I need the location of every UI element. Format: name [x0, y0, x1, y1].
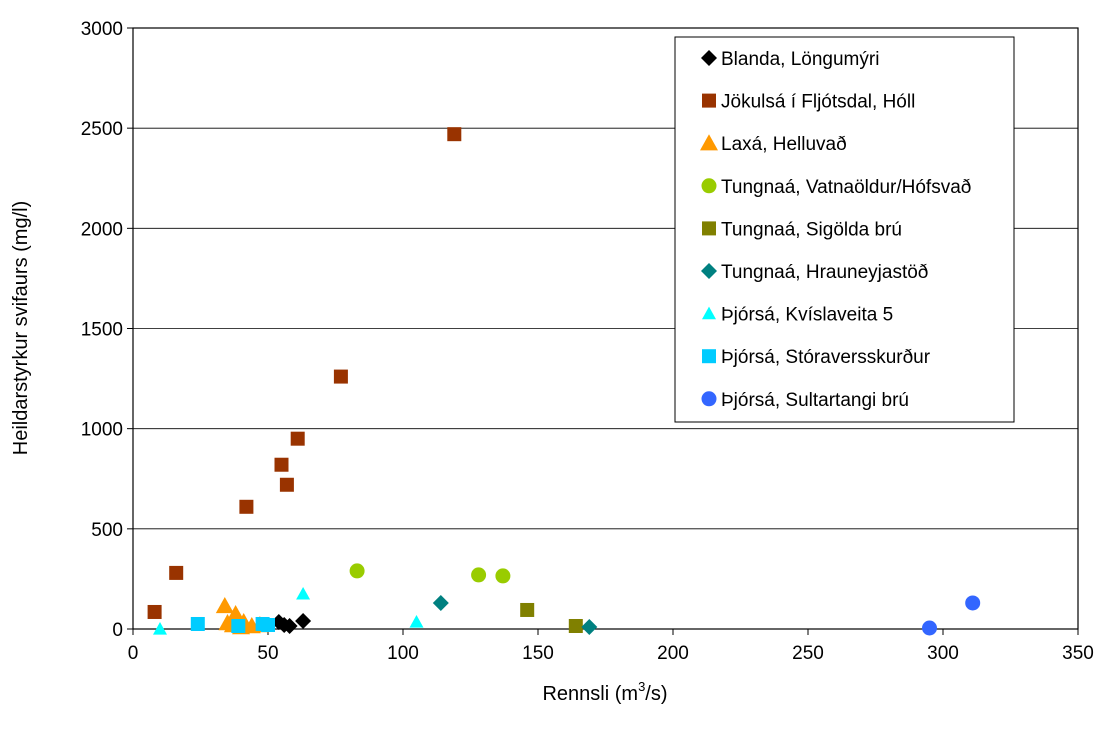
legend-marker: [701, 263, 717, 279]
legend: Blanda, Löngumýri Jökulsá í Fljótsdal, Hó…: [674, 36, 1015, 423]
x-tick-label: 200: [657, 643, 689, 664]
legend-marker: [701, 50, 717, 66]
data-point: [153, 622, 167, 635]
legend-label: Tungnaá, Sigölda brú: [721, 219, 902, 240]
x-axis-title-main: Rennsli (m: [542, 683, 638, 705]
x-tick-label: 100: [387, 643, 419, 664]
data-point: [409, 614, 424, 628]
series-0: [270, 612, 312, 634]
data-point: [349, 563, 365, 579]
data-point: [147, 604, 162, 619]
legend-entry: Tungnaá, Hrauneyjastöð: [701, 262, 928, 283]
series-5: [432, 594, 598, 635]
series-7: [190, 616, 275, 633]
y-tick-label: 3000: [81, 19, 123, 40]
legend-label: Tungnaá, Vatnaöldur/Hófsvað: [721, 177, 971, 198]
legend-label: Tungnaá, Hrauneyjastöð: [721, 262, 928, 283]
series-3: [349, 563, 511, 584]
legend-label: Blanda, Löngumýri: [721, 49, 879, 70]
data-point: [290, 431, 305, 446]
x-tick-label: 250: [792, 643, 824, 664]
legend-label: Þjórsá, Kvíslaveita 5: [721, 305, 893, 326]
legend-label: Þjórsá, Sultartangi brú: [721, 390, 909, 411]
y-tick-label: 0: [112, 620, 123, 641]
legend-marker: [701, 178, 717, 194]
data-point: [281, 617, 298, 634]
data-point: [432, 594, 449, 611]
legend-entry: Laxá, Helluvað: [700, 134, 847, 155]
legend-items: Blanda, Löngumýri Jökulsá í Fljótsdal, Hó…: [700, 49, 971, 411]
data-point: [215, 596, 234, 614]
axis-ticks: 0 500 1000 1500 2000 2500 3000 0 50 100 150 200 250 3…: [81, 19, 1094, 664]
data-point: [274, 457, 289, 472]
data-point: [261, 617, 275, 632]
y-tick-label: 500: [91, 520, 123, 541]
data-point: [965, 595, 981, 611]
data-point: [296, 586, 311, 600]
data-point: [333, 369, 348, 384]
legend-entry: Þjórsá, Kvíslaveita 5: [702, 305, 893, 326]
y-tick-label: 1500: [81, 320, 123, 341]
legend-entry: Jökulsá í Fljótsdal, Hóll: [702, 92, 915, 113]
data-point: [226, 604, 245, 622]
x-tick-label: 0: [128, 643, 139, 664]
data-point: [239, 499, 254, 514]
x-tick-label: 150: [522, 643, 554, 664]
data-point: [520, 602, 535, 617]
y-axis-title: Heildarstyrkur svifaurs (mg/l): [10, 201, 32, 455]
data-point: [295, 612, 312, 629]
x-axis-title: Rennsli (m3/s): [542, 679, 667, 705]
legend-label: Þjórsá, Stóraversskurður: [721, 347, 931, 368]
legend-entry: Tungnaá, Sigölda brú: [702, 219, 902, 240]
legend-entry: Þjórsá, Stóraversskurður: [702, 347, 931, 368]
data-point: [568, 618, 583, 633]
x-axis-title-sup: 3: [638, 679, 645, 694]
data-point: [471, 567, 487, 583]
series-6: [153, 586, 424, 635]
x-tick-label: 350: [1062, 643, 1094, 664]
x-axis-title-tail: /s): [645, 683, 667, 705]
data-point: [447, 127, 462, 142]
legend-box: [674, 36, 1015, 423]
x-tick-label: 300: [927, 643, 959, 664]
y-tick-label: 2500: [81, 119, 123, 140]
legend-marker: [702, 306, 716, 320]
data-point: [922, 620, 937, 636]
data-point: [495, 568, 511, 584]
data-point: [169, 565, 184, 580]
y-tick-label: 2000: [81, 219, 123, 240]
legend-entry: Þjórsá, Sultartangi brú: [701, 390, 909, 411]
y-tick-label: 1000: [81, 420, 123, 441]
legend-entry: Tungnaá, Vatnaöldur/Hófsvað: [701, 177, 971, 198]
data-points: [147, 127, 981, 636]
legend-marker: [702, 221, 716, 236]
legend-marker: [702, 349, 716, 364]
legend-entry: Blanda, Löngumýri: [701, 49, 879, 70]
legend-marker: [702, 93, 716, 108]
legend-marker: [701, 391, 717, 407]
data-point: [190, 616, 205, 631]
data-point: [279, 477, 294, 492]
legend-marker: [700, 134, 718, 151]
legend-label: Jökulsá í Fljótsdal, Hóll: [721, 92, 915, 113]
series-1: [147, 127, 462, 619]
series-4: [520, 602, 583, 633]
data-point: [231, 618, 246, 633]
data-point: [581, 618, 598, 635]
series-8: [922, 595, 981, 636]
x-tick-label: 50: [257, 643, 278, 664]
legend-label: Laxá, Helluvað: [721, 134, 847, 155]
